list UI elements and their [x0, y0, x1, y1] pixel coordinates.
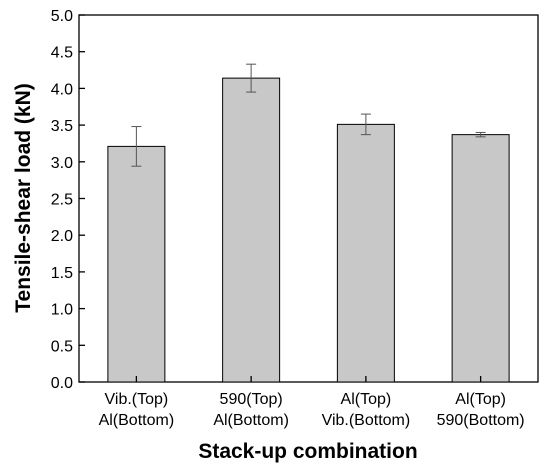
x-axis-labels: Vib.(Top) Al(Bottom) 590(Top) Al(Bottom) Al(… [99, 376, 525, 429]
y-tick-label: 1.0 [51, 302, 73, 319]
y-tick-label: 3.5 [51, 118, 73, 135]
x-tick-label-line2: 590(Bottom) [437, 412, 525, 429]
y-tick-label: 4.5 [51, 45, 73, 62]
x-tick-label-line2: Vib.(Bottom) [322, 412, 411, 429]
x-tick-label-line1: Al(Top) [341, 391, 392, 408]
y-tick-label: 4.0 [51, 81, 73, 98]
y-tick-label: 2.0 [51, 228, 73, 245]
y-tick-label: 5.0 [51, 8, 73, 25]
y-axis-title: Tensile-shear load (kN) [12, 83, 35, 313]
y-tick-label: 1.5 [51, 265, 73, 282]
y-tick-label: 2.5 [51, 192, 73, 209]
x-tick-label-line1: Vib.(Top) [105, 391, 169, 408]
x-tick-label-line2: Al(Bottom) [213, 412, 289, 429]
x-axis-title: Stack-up combination [198, 440, 417, 463]
bars [107, 63, 510, 383]
bar [107, 145, 166, 383]
y-tick-label: 3.0 [51, 155, 73, 172]
y-tick-label: 0.5 [51, 338, 73, 355]
y-axis-ticks: 0.0 0.5 1.0 1.5 2.0 2.5 3.0 3.5 4.0 4.5 5.0 [51, 8, 85, 392]
bar [451, 134, 510, 383]
bar [336, 123, 395, 383]
y-tick-label: 0.0 [51, 375, 73, 392]
x-tick-label-line1: Al(Top) [455, 391, 506, 408]
x-tick-label-line1: 590(Top) [220, 391, 283, 408]
x-tick-label-line2: Al(Bottom) [99, 412, 175, 429]
bar [222, 77, 281, 383]
